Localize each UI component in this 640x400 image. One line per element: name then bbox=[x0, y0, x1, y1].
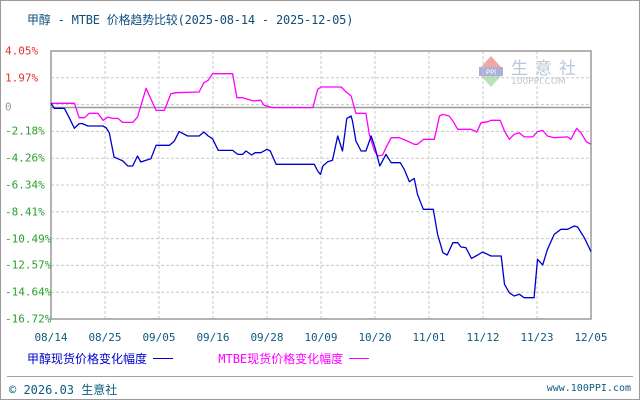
legend-label: MTBE现货价格变化幅度 bbox=[218, 352, 344, 366]
series-line bbox=[50, 102, 592, 299]
legend-line-icon bbox=[349, 358, 370, 359]
x-tick-label: 10/20 bbox=[358, 331, 392, 344]
y-tick-label: -14.64% bbox=[5, 285, 52, 299]
copyright-text: © 2026.03 生意社 bbox=[9, 383, 118, 397]
y-tick-label: -16.72% bbox=[5, 312, 52, 326]
gridlines bbox=[51, 51, 591, 319]
legend-line-icon bbox=[153, 358, 174, 359]
legend: 甲醇现货价格变化幅度 MTBE现货价格变化幅度 bbox=[27, 350, 407, 367]
x-tick-label: 12/05 bbox=[574, 331, 608, 344]
series-lines bbox=[50, 73, 592, 299]
y-tick-label: -12.57% bbox=[5, 258, 52, 272]
x-tick-label: 09/05 bbox=[142, 331, 176, 344]
x-tick-label: 11/01 bbox=[412, 331, 446, 344]
legend-item-mtbe[interactable]: MTBE现货价格变化幅度 bbox=[218, 350, 370, 367]
y-tick-label: -8.41% bbox=[5, 205, 45, 219]
series-line bbox=[51, 73, 592, 157]
watermark-cn: 生意社 bbox=[511, 59, 583, 79]
y-tick-label: -10.49% bbox=[5, 232, 52, 246]
y-tick-label: 4.05% bbox=[5, 44, 39, 58]
ppi-diamond-icon: PPI bbox=[479, 56, 503, 87]
x-tick-label: 09/28 bbox=[250, 331, 284, 344]
x-tick-label: 08/14 bbox=[34, 331, 68, 344]
y-tick-label: 1.97% bbox=[5, 71, 39, 85]
svg-text:PPI: PPI bbox=[486, 69, 497, 77]
x-tick-label: 10/09 bbox=[304, 331, 338, 344]
legend-label: 甲醇现货价格变化幅度 bbox=[27, 352, 148, 366]
x-tick-label: 11/23 bbox=[520, 331, 554, 344]
footer-divider bbox=[7, 376, 633, 377]
y-tick-label: -6.34% bbox=[5, 178, 45, 192]
y-tick-label: -2.18% bbox=[5, 124, 45, 138]
y-tick-label: 0 bbox=[5, 100, 12, 114]
y-tick-label: -4.26% bbox=[5, 151, 45, 165]
site-link[interactable]: www.100PPI.com bbox=[546, 383, 631, 394]
x-tick-label: 11/12 bbox=[466, 331, 500, 344]
watermark-en: 100PPI.COM bbox=[511, 77, 566, 87]
x-tick-label: 08/25 bbox=[88, 331, 122, 344]
watermark-logo: PPI 生意社 100PPI.COM bbox=[479, 54, 589, 90]
chart-title: 甲醇 - MTBE 价格趋势比较(2025-08-14 - 2025-12-05… bbox=[27, 13, 354, 27]
plot-border bbox=[50, 50, 592, 320]
x-tick-label: 09/16 bbox=[196, 331, 230, 344]
legend-item-methanol[interactable]: 甲醇现货价格变化幅度 bbox=[27, 350, 174, 367]
